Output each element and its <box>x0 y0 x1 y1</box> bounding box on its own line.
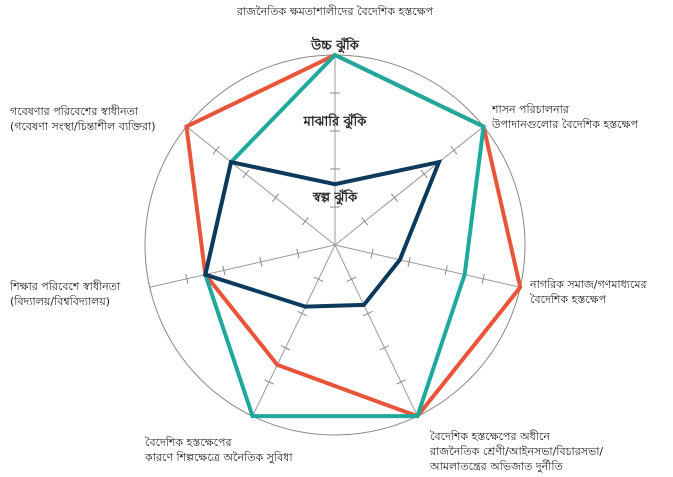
tick-mark <box>280 345 291 351</box>
spoke <box>334 126 484 246</box>
axis-label: রাজনৈতিক শ্রেণী/আইনসভা/বিচারসভা/ <box>429 445 603 458</box>
axis-label: (বিদ্যালয়/বিশ্ববিদ্যালয়) <box>10 295 110 308</box>
axis-label: আমলাতন্ত্রের অভিজাত দুর্নীতি <box>429 460 563 473</box>
spoke <box>334 244 521 288</box>
tick-mark <box>222 265 226 276</box>
tick-mark <box>390 193 398 202</box>
spoke <box>186 126 336 246</box>
axis-label: বৈদেশিক হস্তক্ষেপের অধীনে <box>430 430 550 443</box>
tick-mark <box>363 310 373 317</box>
series-line <box>203 52 486 419</box>
level-label: স্বল্প ঝুঁকি <box>312 189 358 207</box>
tick-mark <box>444 265 448 276</box>
tick-mark <box>297 310 307 317</box>
series-line <box>184 52 523 419</box>
axis-label: গবেষণার পরিবেশের স্বাধীনতা <box>10 105 139 118</box>
axis-label: উপাদানগুলোর বৈদেশিক হস্তক্ষেপ <box>491 118 639 131</box>
tick-mark <box>313 276 324 282</box>
tick-mark <box>296 248 300 259</box>
axis-label: বৈদেশিক হস্তক্ষেপের <box>145 436 233 449</box>
tick-mark <box>301 217 309 226</box>
series-line <box>202 159 443 309</box>
axis-label: নাগরিক সমাজ/গণমাধ্যমের <box>529 278 648 291</box>
spoke <box>334 244 418 417</box>
tick-mark <box>264 379 274 385</box>
axis-label: বৈদেশিক হস্তক্ষেপ <box>530 293 607 306</box>
tick-mark <box>379 345 390 351</box>
axis-label: কারণে শিল্পক্ষেত্রে অনৈতিক সুবিধা <box>144 451 293 464</box>
axis-label: শাসন পরিচালনার <box>491 103 570 116</box>
tick-mark <box>370 248 374 259</box>
tick-mark <box>346 276 357 282</box>
axis-label: রাজনৈতিক ক্ষমতাশালীদের বৈদেশিক হস্তক্ষেপ <box>236 5 434 18</box>
tick-mark <box>259 256 263 267</box>
spoke <box>149 244 336 288</box>
tick-mark <box>361 217 369 226</box>
axis-label: (গবেষণা সংস্থা/চিন্তাশীল ব্যক্তিরা) <box>10 120 156 133</box>
level-label: উচ্চ ঝুঁকি <box>310 37 360 55</box>
tick-mark <box>396 379 406 385</box>
tick-mark <box>242 169 250 179</box>
tick-mark <box>212 146 220 155</box>
tick-mark <box>185 273 189 284</box>
tick-mark <box>481 273 485 284</box>
tick-mark <box>450 146 458 155</box>
tick-mark <box>148 282 152 293</box>
axis-label: শিক্ষার পরিবেশে স্বাধীনতা <box>9 280 121 293</box>
tick-mark <box>407 256 411 267</box>
spoke <box>252 244 336 417</box>
tick-mark <box>272 193 280 202</box>
tick-mark <box>420 169 428 179</box>
level-label: মাঝারি ঝুঁকি <box>303 113 368 131</box>
